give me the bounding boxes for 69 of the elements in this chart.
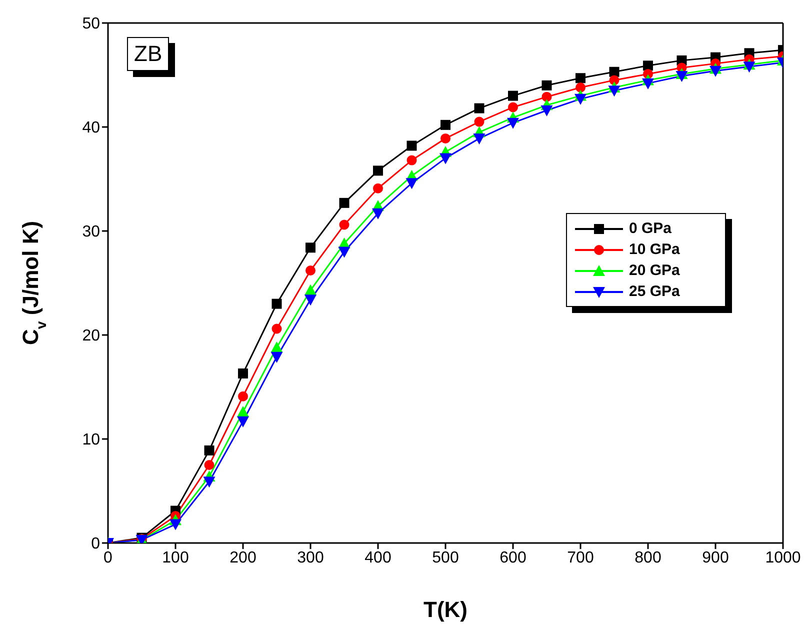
point bbox=[406, 140, 417, 151]
point bbox=[508, 90, 518, 101]
y-tick-label: 30 bbox=[82, 224, 100, 241]
point bbox=[304, 294, 316, 306]
point bbox=[440, 133, 450, 144]
point bbox=[306, 242, 316, 253]
point bbox=[339, 220, 350, 230]
point bbox=[608, 86, 620, 97]
point bbox=[272, 324, 282, 334]
y-tick-label: 10 bbox=[82, 432, 100, 449]
legend-label: 0 GPa bbox=[629, 220, 672, 237]
point bbox=[542, 92, 552, 102]
point bbox=[339, 198, 350, 208]
point bbox=[574, 94, 586, 105]
legend-label: 25 GPa bbox=[629, 283, 680, 300]
x-tick-label: 800 bbox=[634, 549, 662, 566]
x-tick-label: 700 bbox=[567, 549, 594, 566]
x-tick-label: 300 bbox=[297, 549, 324, 566]
point bbox=[440, 120, 450, 130]
point bbox=[540, 105, 553, 116]
point bbox=[474, 116, 484, 127]
point bbox=[373, 183, 383, 194]
point bbox=[270, 341, 283, 352]
point bbox=[676, 71, 688, 82]
point bbox=[474, 103, 484, 114]
x-tick-label: 900 bbox=[702, 549, 729, 566]
point bbox=[508, 102, 518, 112]
point bbox=[643, 60, 653, 71]
x-tick-label: 1000 bbox=[765, 549, 801, 566]
point bbox=[406, 178, 418, 190]
point bbox=[238, 391, 248, 402]
x-tick-label: 100 bbox=[162, 549, 189, 566]
point bbox=[272, 298, 282, 309]
point bbox=[373, 166, 383, 176]
x-tick-label: 600 bbox=[500, 549, 526, 566]
legend-label: 10 GPa bbox=[629, 241, 680, 258]
y-tick-label: 0 bbox=[91, 536, 100, 553]
y-tick-label: 40 bbox=[82, 120, 100, 137]
legend-label: 20 GPa bbox=[629, 262, 680, 279]
x-tick-label: 400 bbox=[364, 549, 392, 566]
point bbox=[507, 118, 519, 129]
point bbox=[576, 73, 586, 84]
point bbox=[372, 208, 384, 220]
point bbox=[237, 406, 249, 417]
point bbox=[473, 133, 486, 144]
annotation: ZB bbox=[127, 37, 170, 71]
point bbox=[609, 66, 620, 77]
y-tick-label: 50 bbox=[82, 16, 100, 33]
y-tick-label: 20 bbox=[82, 328, 100, 345]
point bbox=[440, 153, 452, 164]
x-tick-label: 200 bbox=[230, 549, 256, 566]
point bbox=[237, 416, 249, 428]
point bbox=[204, 445, 214, 456]
point bbox=[642, 78, 654, 90]
point bbox=[406, 155, 417, 166]
point bbox=[542, 80, 552, 90]
point bbox=[710, 66, 722, 77]
point bbox=[203, 476, 216, 488]
point bbox=[204, 460, 214, 470]
point bbox=[270, 352, 283, 363]
x-tick-label: 0 bbox=[104, 549, 113, 566]
point bbox=[743, 62, 756, 73]
point bbox=[170, 519, 182, 530]
point bbox=[576, 82, 586, 92]
point bbox=[338, 246, 350, 258]
point bbox=[238, 368, 248, 378]
x-axis-title: T(K) bbox=[424, 597, 468, 622]
point bbox=[306, 266, 316, 276]
x-tick-label: 500 bbox=[432, 549, 459, 566]
